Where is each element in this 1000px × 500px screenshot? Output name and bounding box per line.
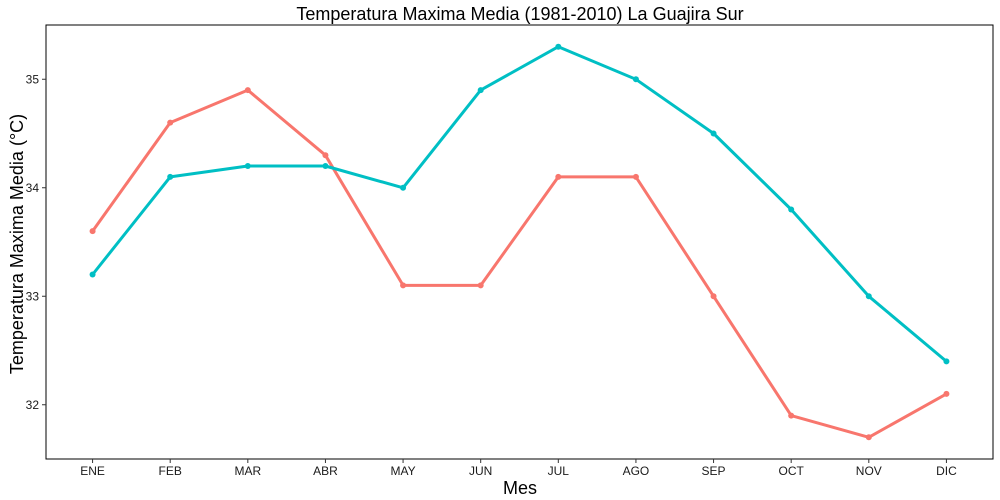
data-point bbox=[477, 282, 484, 289]
x-axis: ENE FEB MAR ABR MAY JUN JUL AGO SEP OCT NOV DIC bbox=[80, 459, 957, 478]
data-point bbox=[400, 282, 407, 289]
x-tick-label: MAY bbox=[391, 464, 416, 478]
data-point bbox=[167, 119, 174, 126]
y-tick-label: 33 bbox=[26, 289, 40, 303]
data-point bbox=[89, 271, 96, 278]
x-tick-label: DIC bbox=[936, 464, 957, 478]
data-point bbox=[788, 412, 795, 419]
data-point bbox=[555, 43, 562, 50]
data-point bbox=[788, 206, 795, 213]
data-point bbox=[943, 358, 950, 365]
data-point bbox=[244, 163, 251, 170]
x-tick-label: ABR bbox=[313, 464, 338, 478]
x-tick-label: NOV bbox=[856, 464, 882, 478]
data-point bbox=[555, 173, 562, 180]
x-tick-label: FEB bbox=[159, 464, 182, 478]
data-point bbox=[710, 293, 717, 300]
data-point bbox=[632, 173, 639, 180]
x-tick-label: ENE bbox=[80, 464, 105, 478]
series-layer bbox=[89, 43, 950, 441]
x-tick-label: OCT bbox=[779, 464, 805, 478]
x-tick-label: SEP bbox=[702, 464, 726, 478]
chart-title: Temperatura Maxima Media (1981-2010) La … bbox=[296, 4, 743, 24]
data-point bbox=[244, 87, 251, 94]
series-1 bbox=[89, 87, 950, 441]
y-axis: 32 33 34 35 bbox=[26, 72, 46, 412]
x-tick-label: AGO bbox=[623, 464, 650, 478]
series-line bbox=[91, 45, 948, 363]
series-line bbox=[91, 88, 948, 439]
x-tick-label: JUL bbox=[548, 464, 570, 478]
data-point bbox=[322, 163, 329, 170]
data-point bbox=[710, 130, 717, 137]
data-point bbox=[400, 184, 407, 191]
data-point bbox=[865, 434, 872, 441]
x-tick-label: MAR bbox=[234, 464, 261, 478]
y-tick-label: 32 bbox=[26, 398, 40, 412]
y-tick-label: 35 bbox=[26, 72, 40, 86]
data-point bbox=[89, 228, 96, 235]
data-point bbox=[477, 87, 484, 94]
data-point bbox=[167, 173, 174, 180]
y-axis-title: Temperatura Maxima Media (°C) bbox=[7, 114, 27, 374]
series-2 bbox=[89, 43, 950, 365]
data-point bbox=[943, 390, 950, 397]
x-tick-label: JUN bbox=[469, 464, 492, 478]
data-point bbox=[322, 152, 329, 159]
data-point bbox=[865, 293, 872, 300]
plot-panel bbox=[45, 24, 994, 460]
x-axis-title: Mes bbox=[503, 478, 537, 498]
data-point bbox=[632, 76, 639, 83]
y-tick-label: 34 bbox=[26, 181, 40, 195]
